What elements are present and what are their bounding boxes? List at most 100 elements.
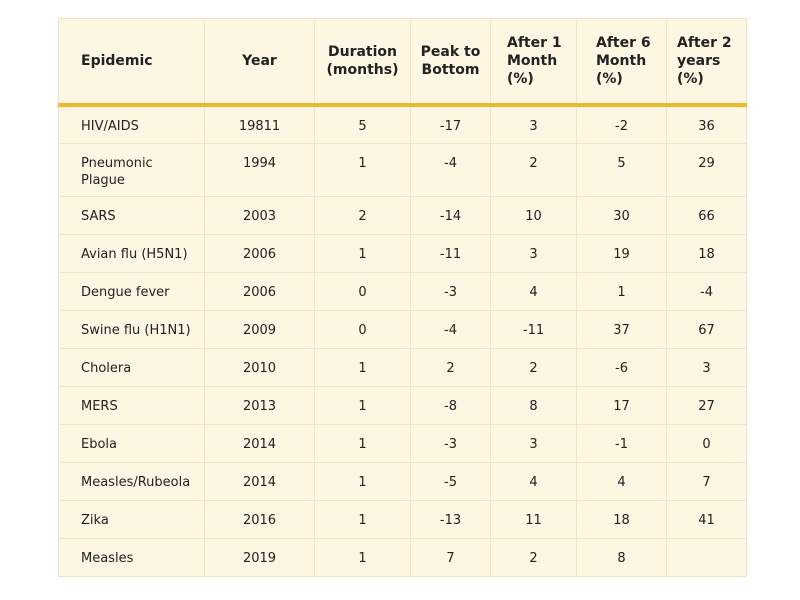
epidemic-name: Pneumonic Plague	[58, 142, 205, 197]
epidemic-name: Measles	[58, 537, 205, 577]
table-cell: 66	[666, 195, 747, 235]
epidemic-table: Epidemic Year Duration (months) Peak to Bot…	[58, 18, 747, 577]
table-cell: 41	[666, 499, 747, 539]
column-header: After 2 years (%)	[666, 18, 747, 107]
table-cell: 29	[666, 142, 747, 197]
table-cell: 5	[314, 104, 411, 144]
column-header: After 1 Month (%)	[490, 18, 577, 107]
table-row: Pneumonic Plague 1994 1 -4 2 5 29	[58, 142, 747, 197]
table-cell: 1	[314, 499, 411, 539]
table-row: Avian flu (H5N1) 2006 1 -11 3 19 18	[58, 233, 747, 273]
table-cell: 2014	[204, 423, 315, 463]
table-cell: 19	[576, 233, 667, 273]
header-row: Epidemic Year Duration (months) Peak to Bot…	[58, 18, 747, 107]
table-cell: 30	[576, 195, 667, 235]
table-cell: 19811	[204, 104, 315, 144]
table-cell: -13	[410, 499, 491, 539]
table-cell: 2006	[204, 271, 315, 311]
table-cell: 1	[314, 461, 411, 501]
table-cell: 4	[576, 461, 667, 501]
table-cell: -11	[490, 309, 577, 349]
column-header: Epidemic	[58, 18, 205, 107]
table-cell: 1	[314, 537, 411, 577]
table-cell: 36	[666, 104, 747, 144]
table-cell: 2016	[204, 499, 315, 539]
table-cell: -3	[410, 271, 491, 311]
table-cell: 18	[666, 233, 747, 273]
epidemic-name: MERS	[58, 385, 205, 425]
table-cell: 2003	[204, 195, 315, 235]
column-header: Duration (months)	[314, 18, 411, 107]
table-cell: 67	[666, 309, 747, 349]
table-cell: 10	[490, 195, 577, 235]
table-cell: -8	[410, 385, 491, 425]
table-cell: 2010	[204, 347, 315, 387]
table-cell: 0	[314, 309, 411, 349]
table-cell: 0	[666, 423, 747, 463]
table-cell: -11	[410, 233, 491, 273]
table-cell: 7	[666, 461, 747, 501]
column-header: Year	[204, 18, 315, 107]
table-cell: 1	[576, 271, 667, 311]
table-row: MERS 2013 1 -8 8 17 27	[58, 385, 747, 425]
table-row: HIV/AIDS 19811 5 -17 3 -2 36	[58, 104, 747, 144]
table-cell: -5	[410, 461, 491, 501]
table-cell: 2014	[204, 461, 315, 501]
epidemic-name: Swine flu (H1N1)	[58, 309, 205, 349]
table-cell: 2	[490, 347, 577, 387]
table-cell: 4	[490, 461, 577, 501]
table-cell: 1994	[204, 142, 315, 197]
table-cell: 2013	[204, 385, 315, 425]
table-row: Cholera 2010 1 2 2 -6 3	[58, 347, 747, 387]
table-cell: -3	[410, 423, 491, 463]
table-cell	[666, 537, 747, 577]
table-row: Measles/Rubeola 2014 1 -5 4 4 7	[58, 461, 747, 501]
table-cell: 0	[314, 271, 411, 311]
epidemic-name: Zika	[58, 499, 205, 539]
column-header: Peak to Bottom	[410, 18, 491, 107]
table-cell: -6	[576, 347, 667, 387]
epidemic-name: Dengue fever	[58, 271, 205, 311]
table-cell: 1	[314, 233, 411, 273]
table-cell: 3	[490, 233, 577, 273]
table-cell: 1	[314, 142, 411, 197]
table-row: Dengue fever 2006 0 -3 4 1 -4	[58, 271, 747, 311]
table-cell: 1	[314, 385, 411, 425]
table-cell: 2006	[204, 233, 315, 273]
table-cell: 7	[410, 537, 491, 577]
table-cell: -17	[410, 104, 491, 144]
table-cell: -14	[410, 195, 491, 235]
table-cell: 11	[490, 499, 577, 539]
epidemic-name: Cholera	[58, 347, 205, 387]
table-row: Zika 2016 1 -13 11 18 41	[58, 499, 747, 539]
table-cell: -2	[576, 104, 667, 144]
table-cell: 2009	[204, 309, 315, 349]
epidemic-name: Measles/Rubeola	[58, 461, 205, 501]
column-header: After 6 Month (%)	[576, 18, 667, 107]
table-cell: 1	[314, 423, 411, 463]
table-cell: 8	[576, 537, 667, 577]
table-cell: 5	[576, 142, 667, 197]
table-cell: 4	[490, 271, 577, 311]
table-cell: 2	[490, 537, 577, 577]
table-cell: -4	[410, 142, 491, 197]
table-cell: 2	[490, 142, 577, 197]
table-row: Ebola 2014 1 -3 3 -1 0	[58, 423, 747, 463]
epidemic-name: Ebola	[58, 423, 205, 463]
table-cell: 2	[410, 347, 491, 387]
table-cell: 17	[576, 385, 667, 425]
table-cell: -4	[410, 309, 491, 349]
table-cell: 3	[666, 347, 747, 387]
epidemic-name: HIV/AIDS	[58, 104, 205, 144]
table-cell: 1	[314, 347, 411, 387]
table-row: Measles 2019 1 7 2 8	[58, 537, 747, 577]
table-cell: 3	[490, 423, 577, 463]
table-cell: -4	[666, 271, 747, 311]
table-row: SARS 2003 2 -14 10 30 66	[58, 195, 747, 235]
table-cell: 18	[576, 499, 667, 539]
table-cell: 2019	[204, 537, 315, 577]
table-cell: 8	[490, 385, 577, 425]
table-cell: 37	[576, 309, 667, 349]
table-cell: -1	[576, 423, 667, 463]
